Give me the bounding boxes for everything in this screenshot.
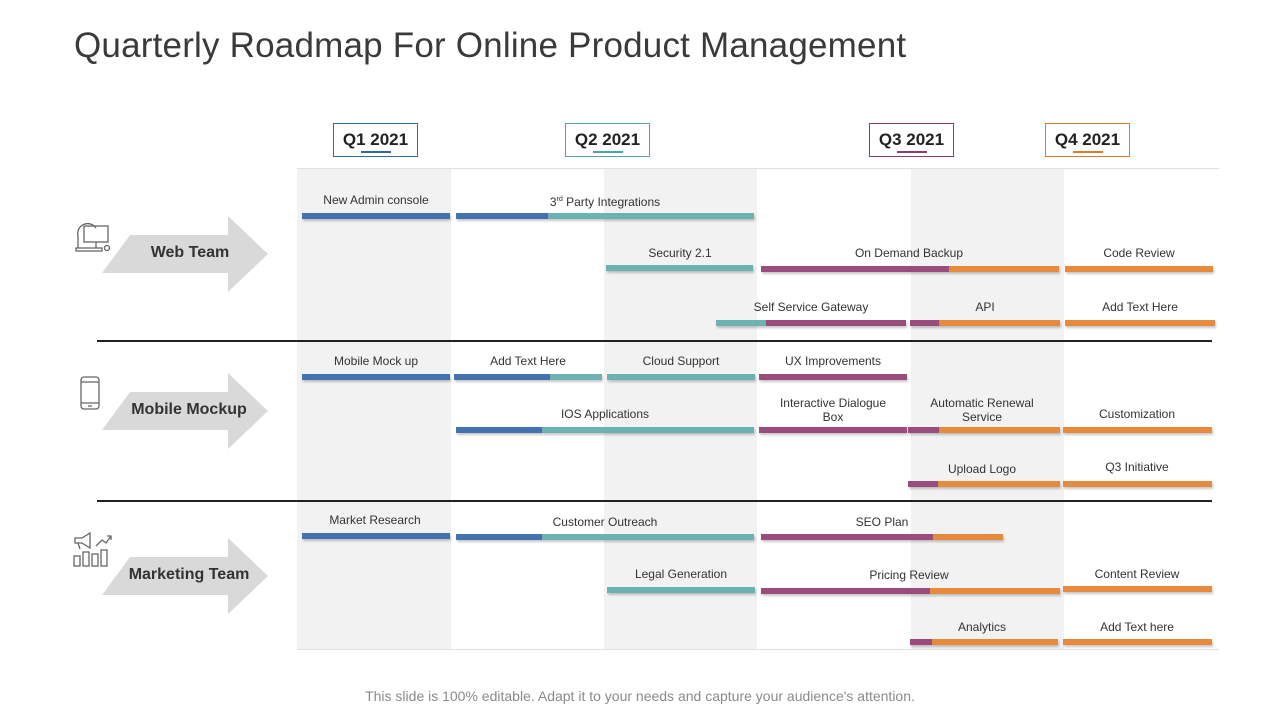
task-label: 3rd Party Integrations [456,193,754,209]
task-bar [910,320,939,326]
quarter-header-q2: Q2 2021 [565,123,650,157]
task-label: Add Text Here [490,354,566,368]
task-label: New Admin console [323,193,429,207]
task-bar [1063,427,1212,433]
column-shade-q2 [604,168,757,650]
page-title: Quarterly Roadmap For Online Product Man… [74,26,907,65]
task-label: Interactive Dialogue Box [759,396,907,424]
task-bar [1063,586,1212,592]
section-separator [97,500,1212,502]
task-bar [759,427,907,433]
task-label: SEO Plan [855,515,909,529]
team-label: Mobile Mockup [131,401,247,418]
task-bar [759,374,907,380]
task-label: Mobile Mock up [333,354,419,368]
quarter-label: Q2 2021 [574,130,641,149]
task-label: Add Text here [1100,620,1174,634]
column-shade-q3 [911,168,1064,650]
task-bar [550,374,602,380]
task-bar [908,481,938,487]
task-bar [607,587,755,593]
task-label: Customer Outreach [552,515,658,529]
task-bar [1065,266,1213,272]
team-label: Web Team [150,244,230,261]
task-label: API [975,300,995,314]
task-label: Add Text Here [1102,300,1178,314]
task-label-superscript: rd [556,196,563,203]
quarter-header-q3: Q3 2021 [869,123,954,157]
task-bar [932,639,1058,645]
quarter-header-q1: Q1 2021 [333,123,418,157]
task-bar [761,588,930,594]
computer-network-icon [75,222,111,252]
task-bar [606,265,753,271]
task-bar [933,534,1003,540]
task-label: Content Review [1094,567,1180,581]
task-label-line: Service [961,410,1002,424]
task-bar [456,534,542,540]
task-bar [454,374,550,380]
task-label: Security 2.1 [648,246,712,260]
task-label: Cloud Support [642,354,720,368]
task-bar [456,213,548,219]
mobile-phone-icon [80,376,100,410]
quarter-label: Q3 2021 [878,130,945,149]
task-bar [949,266,1059,272]
grid-top-line [297,168,1219,169]
task-bar [761,266,949,272]
grid-bottom-line [297,649,1219,650]
task-bar [456,427,542,433]
task-bar [910,639,932,645]
task-label: Q3 Initiative [1105,460,1169,474]
task-bar [302,374,450,380]
task-label: Code Review [1103,246,1175,260]
footer-note: This slide is 100% editable. Adapt it to… [365,688,915,704]
quarter-label: Q4 2021 [1054,130,1121,149]
task-label-part: Party Integrations [562,195,661,209]
task-bar [930,588,1060,594]
task-bar [548,213,754,219]
megaphone-chart-icon [73,532,112,567]
task-label-part: 3 [549,195,557,209]
task-bar [302,213,450,219]
task-label: Upload Logo [947,462,1017,476]
task-label: Analytics [957,620,1007,634]
task-label-line: Box [822,410,844,424]
task-bar [908,427,939,433]
task-bar [542,427,754,433]
task-label: Self Service Gateway [753,300,869,314]
task-label: Automatic Renewal Service [908,396,1056,424]
task-bar [716,320,766,326]
team-arrow-marketing: Marketing Team [100,537,270,615]
task-bar [938,481,1060,487]
team-arrow-mobile: Mobile Mockup [100,372,270,450]
section-separator [97,340,1212,342]
task-bar [939,320,1060,326]
task-label: Pricing Review [869,568,949,582]
quarter-header-q4: Q4 2021 [1045,123,1130,157]
quarter-label: Q1 2021 [342,130,409,149]
task-label: Legal Generation [634,567,728,581]
task-label: On Demand Backup [854,246,964,260]
task-label-line: Automatic Renewal [930,396,1034,410]
team-arrow-web: Web Team [100,215,270,293]
task-label: IOS Applications [560,407,650,421]
task-bar [607,374,755,380]
task-label: Customization [1098,407,1176,421]
task-bar [1063,481,1212,487]
task-bar [766,320,906,326]
task-bar [1065,320,1215,326]
task-bar [542,534,754,540]
task-bar [939,427,1060,433]
team-label: Marketing Team [128,566,250,583]
task-label: Market Research [329,513,421,527]
task-bar [302,533,450,539]
task-bar [761,534,933,540]
task-bar [1063,639,1212,645]
column-shade-q1 [297,168,451,650]
task-label: UX Improvements [784,354,882,368]
task-label-line: Interactive Dialogue [779,396,887,410]
